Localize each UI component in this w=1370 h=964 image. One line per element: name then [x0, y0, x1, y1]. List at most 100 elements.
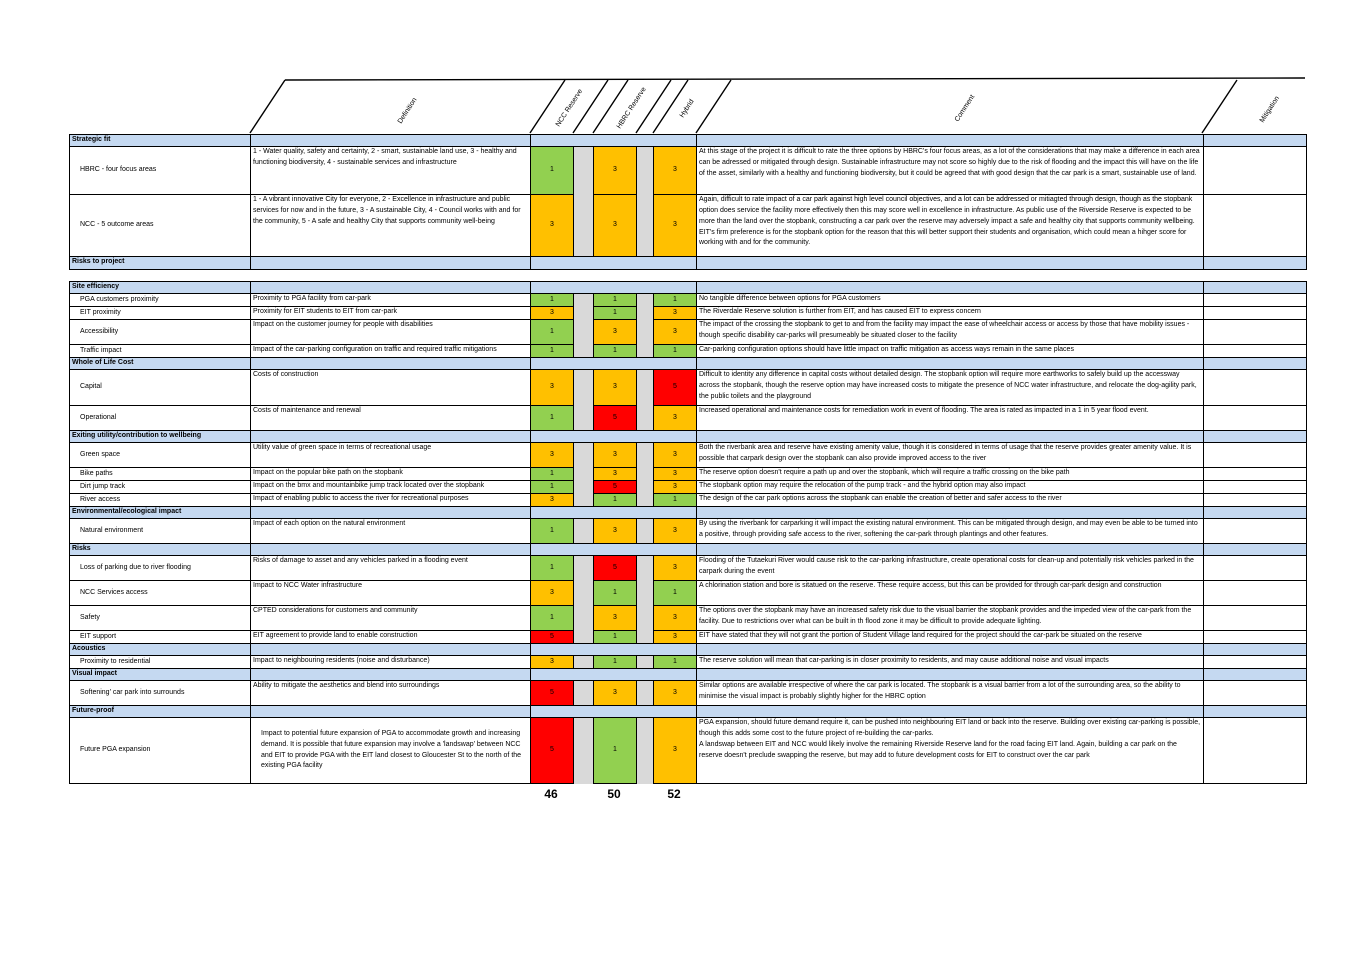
- section-fill-definition: [250, 134, 531, 147]
- score-ncc-reserve: 1: [530, 555, 574, 581]
- score-hbrc-reserve: 3: [593, 146, 637, 195]
- section-fill-comment: [696, 668, 1204, 681]
- score-ncc-reserve: 3: [530, 369, 574, 406]
- gap-column: [573, 319, 594, 345]
- score-ncc-reserve: 3: [530, 580, 574, 606]
- mitigation-cell: [1203, 580, 1307, 606]
- gap-column: [636, 293, 654, 307]
- criterion-name: Accessibility: [69, 319, 251, 345]
- gap-column: [573, 555, 594, 581]
- section-fill-comment: [696, 134, 1204, 147]
- comment-cell: A chlorination station and bore is sitat…: [696, 580, 1204, 606]
- score-hybrid: 3: [653, 555, 697, 581]
- score-hbrc-reserve: 5: [593, 480, 637, 494]
- criterion-name: EIT support: [69, 630, 251, 644]
- score-ncc-reserve: 5: [530, 680, 574, 706]
- criterion-name: PGA customers proximity: [69, 293, 251, 307]
- score-hybrid: 5: [653, 369, 697, 406]
- section-fill-mitigation: [1203, 506, 1307, 519]
- section-fill-comment: [696, 506, 1204, 519]
- gap-column: [636, 655, 654, 669]
- section-fill-mitigation: [1203, 256, 1307, 270]
- comment-cell: The impact of the crossing the stopbank …: [696, 319, 1204, 345]
- gap-column: [573, 717, 594, 784]
- score-hbrc-reserve: 3: [593, 442, 637, 468]
- gap-column: [636, 467, 654, 481]
- section-fill-scores: [530, 643, 697, 656]
- section-fill-mitigation: [1203, 357, 1307, 370]
- score-hybrid: 3: [653, 630, 697, 644]
- score-hybrid: 1: [653, 580, 697, 606]
- section-fill-mitigation: [1203, 281, 1307, 294]
- score-ncc-reserve: 3: [530, 194, 574, 257]
- definition-cell: Impact of the car-parking configuration …: [250, 344, 531, 358]
- gap-column: [573, 655, 594, 669]
- criterion-row: Bike paths Impact on the popular bike pat…: [69, 467, 1307, 481]
- score-hbrc-reserve: 3: [593, 467, 637, 481]
- definition-cell: Costs of maintenance and renewal: [250, 405, 531, 431]
- gap-column: [573, 580, 594, 606]
- criterion-row: Capital Costs of construction 3 3 5 Difficult…: [69, 369, 1307, 406]
- gap-column: [573, 680, 594, 706]
- gap-column: [573, 630, 594, 644]
- comment-cell: No tangible difference between options f…: [696, 293, 1204, 307]
- criterion-row: Accessibility Impact on the customer jour…: [69, 319, 1307, 345]
- definition-cell: Impact on the popular bike path on the s…: [250, 467, 531, 481]
- section-fill-definition: [250, 256, 531, 270]
- section-fill-scores: [530, 430, 697, 443]
- score-hbrc-reserve: 5: [593, 405, 637, 431]
- criterion-row: Future PGA expansion Impact to potential …: [69, 717, 1307, 784]
- comment-cell: By using the riverbank for carparking it…: [696, 518, 1204, 544]
- score-ncc-reserve: 1: [530, 518, 574, 544]
- section-fill-scores: [530, 668, 697, 681]
- definition-cell: Proximity to PGA facility from car-park: [250, 293, 531, 307]
- gap-column: [636, 493, 654, 507]
- section-title: Exiting utility/contribution to wellbein…: [69, 430, 251, 443]
- criterion-row: Green space Utility value of green space …: [69, 442, 1307, 468]
- definition-cell: 1 - Water quality, safety and certainty,…: [250, 146, 531, 195]
- criterion-row: NCC Services access Impact to NCC Water i…: [69, 580, 1307, 606]
- criterion-name: Future PGA expansion: [69, 717, 251, 784]
- score-hybrid: 3: [653, 518, 697, 544]
- criterion-row: PGA customers proximity Proximity to PGA …: [69, 293, 1307, 307]
- mitigation-cell: [1203, 293, 1307, 307]
- mitigation-cell: [1203, 369, 1307, 406]
- definition-cell: Utility value of green space in terms of…: [250, 442, 531, 468]
- section-title: Risks: [69, 543, 251, 556]
- gap-column: [573, 467, 594, 481]
- score-ncc-reserve: 3: [530, 442, 574, 468]
- criterion-name: NCC - 5 outcome areas: [69, 194, 251, 257]
- comment-cell: Similar options are available irrespecti…: [696, 680, 1204, 706]
- criterion-row: Softening' car park into surrounds Abilit…: [69, 680, 1307, 706]
- score-hybrid: 3: [653, 442, 697, 468]
- definition-cell: Impact on the bmx and mountainbike jump …: [250, 480, 531, 494]
- section-header-row: Environmental/ecological impact: [69, 506, 1307, 519]
- criterion-row: NCC - 5 outcome areas 1 - A vibrant innov…: [69, 194, 1307, 257]
- gap-column: [636, 480, 654, 494]
- gap-column: [636, 518, 654, 544]
- section-header-row: Strategic fit: [69, 134, 1307, 147]
- section-header-row: Visual impact: [69, 668, 1307, 681]
- header-comment: Comment: [954, 94, 976, 123]
- total-ncc-reserve: 46: [544, 787, 558, 801]
- mitigation-cell: [1203, 655, 1307, 669]
- score-hybrid: 1: [653, 344, 697, 358]
- gap-column: [636, 306, 654, 320]
- criterion-name: NCC Services access: [69, 580, 251, 606]
- criterion-name: EIT proximity: [69, 306, 251, 320]
- criterion-name: HBRC - four focus areas: [69, 146, 251, 195]
- criterion-name: Softening' car park into surrounds: [69, 680, 251, 706]
- score-ncc-reserve: 3: [530, 306, 574, 320]
- section-fill-scores: [530, 256, 697, 270]
- score-hybrid: 3: [653, 480, 697, 494]
- score-hbrc-reserve: 1: [593, 655, 637, 669]
- criterion-row: Safety CPTED considerations for customers…: [69, 605, 1307, 631]
- score-hbrc-reserve: 1: [593, 306, 637, 320]
- gap-column: [636, 680, 654, 706]
- comment-cell: Both the riverbank area and reserve have…: [696, 442, 1204, 468]
- section-title: Strategic fit: [69, 134, 251, 147]
- section-header-row: Risks to project: [69, 256, 1307, 270]
- criterion-name: Green space: [69, 442, 251, 468]
- definition-cell: Proximity for EIT students to EIT from c…: [250, 306, 531, 320]
- section-title: Whole of Life Cost: [69, 357, 251, 370]
